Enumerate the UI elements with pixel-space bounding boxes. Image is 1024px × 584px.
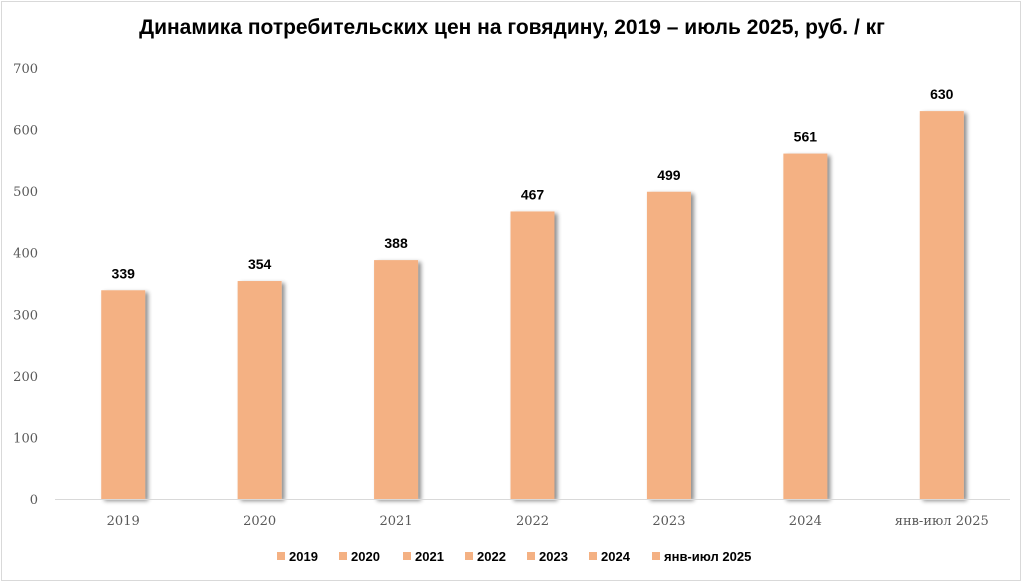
y-tick-label: 300: [13, 308, 38, 323]
data-label: 339: [112, 265, 136, 281]
legend-swatch: [339, 552, 347, 560]
legend-swatch: [277, 552, 285, 560]
data-label: 499: [657, 167, 681, 183]
bar-2024: [783, 153, 828, 499]
legend-label: 2022: [477, 549, 506, 564]
bar-2019: [101, 290, 146, 499]
x-tick-label: 2019: [107, 514, 140, 529]
legend-swatch: [652, 552, 660, 560]
data-label: 630: [930, 86, 954, 102]
data-label: 388: [384, 235, 408, 251]
legend-label: 2021: [415, 549, 444, 564]
data-label: 561: [794, 129, 818, 145]
legend-swatch: [527, 552, 535, 560]
x-tick-label: янв-июл 2025: [895, 514, 989, 529]
y-tick-label: 200: [13, 370, 38, 385]
bar-янв-июл 2025: [919, 111, 964, 499]
y-tick-label: 0: [30, 493, 38, 508]
y-tick-label: 500: [13, 185, 38, 200]
legend: 2019 2020 2021 2022 2023 2024 янв-июл 2025: [277, 549, 751, 564]
bars: 339 354 388 467 499 561 630: [101, 86, 964, 499]
bar-2020: [237, 281, 282, 499]
y-tick-label: 700: [13, 62, 38, 77]
legend-label: 2019: [289, 549, 318, 564]
legend-label: янв-июл 2025: [664, 549, 751, 564]
data-label: 467: [521, 186, 545, 202]
legend-swatch: [589, 552, 597, 560]
y-tick-label: 400: [13, 247, 38, 262]
chart-title: Динамика потребительских цен на говядину…: [139, 16, 885, 39]
x-tick-label: 2022: [516, 514, 549, 529]
bar-2023: [646, 191, 691, 499]
bar-2021: [374, 260, 419, 499]
x-axis: 2019 2020 2021 2022 2023 2024 янв-июл 2025: [55, 499, 1010, 529]
legend-label: 2023: [539, 549, 568, 564]
legend-swatch: [465, 552, 473, 560]
bar-2022: [510, 211, 555, 499]
x-tick-label: 2023: [652, 514, 685, 529]
y-tick-label: 600: [13, 124, 38, 139]
x-tick-label: 2021: [380, 514, 413, 529]
data-label: 354: [248, 256, 272, 272]
y-tick-label: 100: [13, 431, 38, 446]
legend-swatch: [403, 552, 411, 560]
x-tick-label: 2020: [243, 514, 276, 529]
y-axis: 0 100 200 300 400 500 600 700: [13, 62, 38, 508]
legend-label: 2020: [351, 549, 380, 564]
legend-label: 2024: [601, 549, 631, 564]
x-tick-label: 2024: [789, 514, 822, 529]
